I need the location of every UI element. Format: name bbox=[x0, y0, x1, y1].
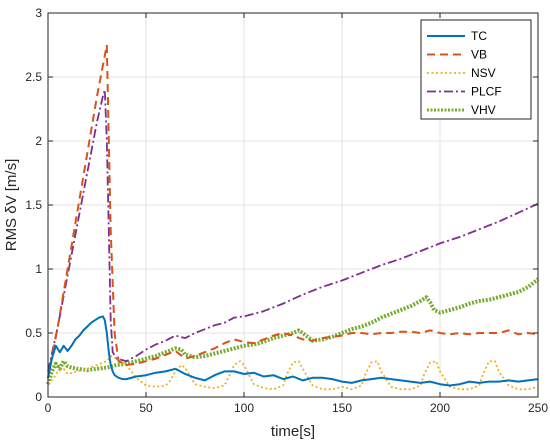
x-axis-title: time[s] bbox=[271, 423, 315, 440]
legend-label-vb: VB bbox=[471, 48, 487, 62]
y-tick-label: 2.5 bbox=[25, 70, 42, 84]
x-tick-label: 200 bbox=[430, 401, 450, 415]
x-tick-label: 100 bbox=[234, 401, 254, 415]
legend-label-nsv: NSV bbox=[471, 66, 496, 80]
y-tick-label: 1.5 bbox=[25, 198, 42, 212]
x-tick-label: 50 bbox=[139, 401, 153, 415]
series-layer bbox=[46, 44, 540, 391]
ticks bbox=[47, 12, 539, 398]
y-tick-label: 0.5 bbox=[25, 326, 42, 340]
series-plcf-line bbox=[47, 88, 539, 372]
y-tick-label: 3 bbox=[35, 6, 42, 20]
x-tick-label: 150 bbox=[332, 401, 352, 415]
legend-label-vhv: VHV bbox=[471, 103, 496, 117]
series-vhv-line bbox=[46, 277, 540, 385]
series-nsv-line bbox=[47, 355, 539, 391]
legend: TC VB NSV PLCF VHV bbox=[420, 19, 532, 120]
y-tick-label: 2 bbox=[35, 134, 42, 148]
y-tick-label: 1 bbox=[35, 262, 42, 276]
x-tick-label: 250 bbox=[528, 401, 548, 415]
series-vb-line bbox=[47, 44, 539, 378]
legend-label-tc: TC bbox=[471, 29, 487, 43]
tick-labels: 0 50 100 150 200 250 0 0.5 1 1.5 2 2.5 3 bbox=[25, 6, 548, 415]
y-axis-title: RMS δV [m/s] bbox=[3, 159, 20, 252]
y-tick-label: 0 bbox=[35, 390, 42, 404]
x-tick-label: 0 bbox=[45, 401, 52, 415]
legend-label-plcf: PLCF bbox=[471, 85, 502, 99]
series-tc-line bbox=[47, 315, 539, 387]
